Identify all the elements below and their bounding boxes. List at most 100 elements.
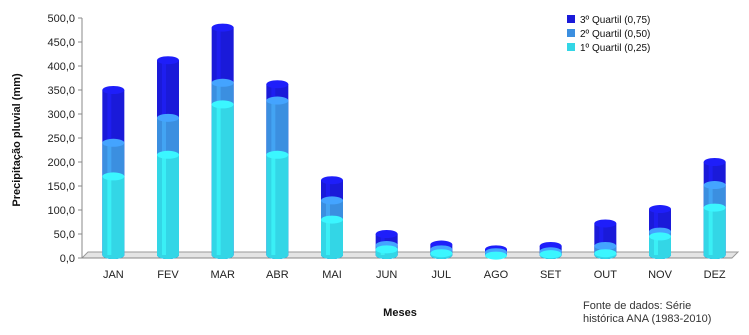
bar-highlight xyxy=(162,154,166,255)
bar-cap xyxy=(703,203,726,212)
x-tick-label: DEZ xyxy=(704,269,726,281)
bar-group-set xyxy=(539,242,562,259)
bar-group-jan xyxy=(102,86,125,259)
legend-label: 1º Quartil (0,25) xyxy=(580,43,650,54)
bar-body xyxy=(266,154,289,259)
bar-body xyxy=(703,207,726,259)
y-tick-label: 0,0 xyxy=(60,253,75,265)
bar-cap xyxy=(321,196,343,205)
bar-cap xyxy=(211,78,234,87)
x-axis-title: Meses xyxy=(383,307,417,319)
bar-cap xyxy=(703,158,726,166)
bar-cap xyxy=(211,23,234,32)
chart-floor xyxy=(80,251,740,259)
y-tick-label: 250,0 xyxy=(47,133,75,145)
bar-cap xyxy=(266,80,289,89)
bar-segment xyxy=(539,250,562,259)
x-tick-label: NOV xyxy=(648,269,673,281)
bar-highlight xyxy=(271,154,276,255)
y-tick-label: 350,0 xyxy=(47,85,75,97)
bar-cap xyxy=(102,138,125,147)
bar-body xyxy=(157,154,179,259)
bar-cap xyxy=(485,251,507,260)
bar-segment xyxy=(157,150,179,259)
bar-segment xyxy=(211,100,234,260)
bar-cap xyxy=(266,150,289,159)
bar-cap xyxy=(594,249,617,258)
bar-cap xyxy=(157,150,179,159)
x-tick-label: MAR xyxy=(210,269,235,281)
legend-label: 2º Quartil (0,50) xyxy=(580,29,650,40)
x-tick-label: FEV xyxy=(157,269,179,281)
y-tick-label: 150,0 xyxy=(47,181,75,193)
y-tick-label: 450,0 xyxy=(47,37,75,49)
x-tick-label: JUN xyxy=(376,269,397,281)
bar-highlight xyxy=(654,236,658,255)
bar-cap xyxy=(594,219,617,228)
y-tick-label: 50,0 xyxy=(54,229,75,241)
bar-group-fev xyxy=(157,56,179,259)
bar-segment xyxy=(703,203,726,259)
bar-cap xyxy=(157,113,179,122)
bar-group-mai xyxy=(321,176,343,259)
y-axis: 0,0 50,0 100,0 150,0 200,0 250,0 300,0 350,0 400… xyxy=(47,13,83,265)
bar-group-jun xyxy=(375,230,398,259)
bar-cap xyxy=(649,205,671,214)
bar-segment xyxy=(430,249,453,259)
source-note: Fonte de dados: Série histórica ANA (198… xyxy=(583,300,711,326)
x-tick-label: JUL xyxy=(432,269,452,281)
bar-cap xyxy=(321,215,343,224)
bar-group-out xyxy=(594,219,617,259)
x-tick-label: ABR xyxy=(266,269,289,281)
x-tick-label: OUT xyxy=(594,269,618,281)
bar-cap xyxy=(594,242,617,250)
bar-cap xyxy=(649,232,671,241)
floor-plane xyxy=(80,251,740,259)
bar-segment xyxy=(102,172,125,259)
y-tick-label: 100,0 xyxy=(47,205,75,217)
bar-segment xyxy=(266,150,289,259)
bar-cap xyxy=(266,96,289,105)
bar-cap xyxy=(102,172,125,181)
y-tick-label: 400,0 xyxy=(47,61,75,73)
legend-label: 3º Quartil (0,75) xyxy=(580,15,650,26)
bar-cap xyxy=(375,230,398,238)
bar-highlight xyxy=(326,219,330,255)
legend-swatch xyxy=(567,15,575,23)
bars xyxy=(102,23,726,260)
bar-cap xyxy=(321,176,343,185)
x-tick-label: SET xyxy=(540,269,562,281)
bar-group-abr xyxy=(266,80,289,260)
bar-cap xyxy=(211,100,234,109)
bar-body xyxy=(211,104,234,260)
bar-cap xyxy=(375,245,398,254)
bar-highlight xyxy=(708,207,713,255)
bar-group-jul xyxy=(430,240,453,259)
bar-cap xyxy=(430,249,453,258)
bar-segment xyxy=(594,249,617,259)
bar-cap xyxy=(539,250,562,259)
bar-group-ago xyxy=(485,245,507,260)
bar-body xyxy=(102,176,125,259)
bar-group-nov xyxy=(649,205,671,259)
x-tick-label: JAN xyxy=(103,269,124,281)
bar-group-dez xyxy=(703,158,726,259)
source-line-1: Fonte de dados: Série xyxy=(583,300,692,312)
x-tick-label: MAI xyxy=(322,269,342,281)
bar-highlight xyxy=(216,104,221,256)
bar-highlight xyxy=(107,176,112,255)
y-tick-label: 500,0 xyxy=(47,13,75,25)
x-axis: JAN FEV MAR ABR MAI JUN JUL AGO SET OUT NOV DEZ xyxy=(103,269,726,281)
bar-group-mar xyxy=(211,23,234,260)
bar-segment xyxy=(649,232,671,259)
bar-body xyxy=(321,219,343,259)
bar-cap xyxy=(157,56,179,65)
y-tick-label: 300,0 xyxy=(47,109,75,121)
y-axis-title: Precipitação pluvial (mm) xyxy=(11,73,23,207)
legend-swatch xyxy=(567,29,575,37)
bar-cap xyxy=(703,181,726,190)
bar-segment xyxy=(375,245,398,259)
x-tick-label: AGO xyxy=(484,269,509,281)
bar-segment xyxy=(485,251,507,260)
